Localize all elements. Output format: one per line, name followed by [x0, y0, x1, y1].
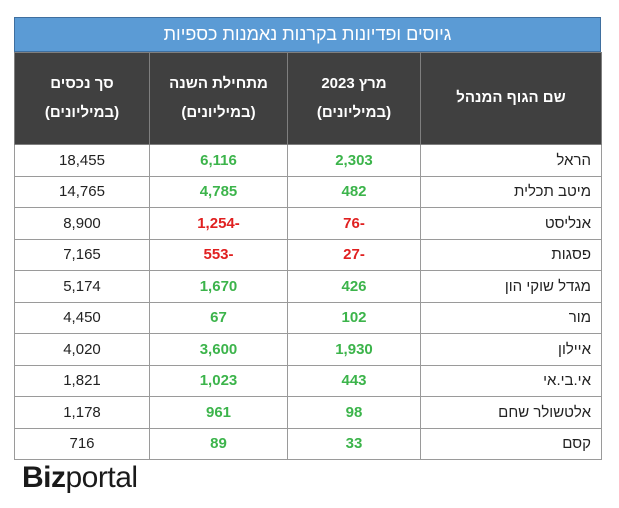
- header-march-label: מרץ 2023: [321, 75, 387, 92]
- table-title: גיוסים ופדיונות בקרנות נאמנות כספיות: [14, 17, 601, 52]
- cell-ytd-value: 4,785: [149, 175, 288, 208]
- cell-assets-value: 716: [14, 427, 150, 460]
- table-row: מיטב תכלית 482 4,785 14,765: [14, 175, 602, 208]
- cell-manager-name: מור: [420, 301, 602, 334]
- cell-march-value: 2,303: [287, 144, 421, 177]
- cell-march-value: 443: [287, 364, 421, 397]
- cell-march-value: 33: [287, 427, 421, 460]
- header-march: מרץ 2023 (במיליונים): [287, 52, 421, 145]
- chart-container: גיוסים ופדיונות בקרנות נאמנות כספיות שם …: [14, 17, 602, 460]
- cell-march-value: -27: [287, 238, 421, 271]
- cell-march-value: 102: [287, 301, 421, 334]
- table-row: איילון 1,930 3,600 4,020: [14, 333, 602, 366]
- header-ytd-unit: (במיליונים): [181, 103, 256, 121]
- table-row: מגדל שוקי הון 426 1,670 5,174: [14, 270, 602, 303]
- header-ytd: מתחילת השנה (במיליונים): [149, 52, 288, 145]
- logo-bold: Biz: [22, 461, 66, 494]
- header-assets-label: סך נכסים: [50, 75, 114, 92]
- cell-march-value: 98: [287, 396, 421, 429]
- cell-manager-name: איילון: [420, 333, 602, 366]
- cell-assets-value: 1,178: [14, 396, 150, 429]
- cell-assets-value: 14,765: [14, 175, 150, 208]
- cell-manager-name: פסגות: [420, 238, 602, 271]
- table-row: הראל 2,303 6,116 18,455: [14, 144, 602, 177]
- cell-manager-name: אנליסט: [420, 207, 602, 240]
- table-row: אלטשולר שחם 98 961 1,178: [14, 396, 602, 429]
- cell-manager-name: קסם: [420, 427, 602, 460]
- table-row: קסם 33 89 716: [14, 427, 602, 460]
- cell-ytd-value: 961: [149, 396, 288, 429]
- cell-ytd-value: 3,600: [149, 333, 288, 366]
- cell-manager-name: אלטשולר שחם: [420, 396, 602, 429]
- header-manager-label: שם הגוף המנהל: [456, 89, 566, 107]
- header-assets-unit: (במיליונים): [44, 103, 120, 121]
- cell-assets-value: 18,455: [14, 144, 150, 177]
- logo-regular: portal: [65, 461, 139, 494]
- cell-march-value: 426: [287, 270, 421, 303]
- cell-assets-value: 1,821: [14, 364, 150, 397]
- cell-march-value: -76: [287, 207, 421, 240]
- cell-ytd-value: -553: [149, 238, 288, 271]
- cell-ytd-value: 89: [149, 427, 288, 460]
- cell-ytd-value: 1,023: [149, 364, 288, 397]
- bizportal-logo: Bizportal: [22, 461, 138, 495]
- cell-assets-value: 7,165: [14, 238, 150, 271]
- cell-march-value: 1,930: [287, 333, 421, 366]
- table-row: פסגות -27 -553 7,165: [14, 238, 602, 271]
- cell-manager-name: הראל: [420, 144, 602, 177]
- funds-table: שם הגוף המנהל מרץ 2023 (במיליונים) מתחיל…: [14, 52, 602, 460]
- table-row: אי.בי.אי 443 1,023 1,821: [14, 364, 602, 397]
- cell-assets-value: 4,450: [14, 301, 150, 334]
- table-row: מור 102 67 4,450: [14, 301, 602, 334]
- cell-assets-value: 4,020: [14, 333, 150, 366]
- cell-manager-name: מיטב תכלית: [420, 175, 602, 208]
- cell-ytd-value: -1,254: [149, 207, 288, 240]
- cell-assets-value: 8,900: [14, 207, 150, 240]
- header-manager: שם הגוף המנהל: [420, 52, 602, 145]
- header-assets: סך נכסים (במיליונים): [14, 52, 150, 145]
- table-body: הראל 2,303 6,116 18,455 מיטב תכלית 482 4,785 14…: [14, 144, 602, 460]
- cell-ytd-value: 6,116: [149, 144, 288, 177]
- cell-ytd-value: 1,670: [149, 270, 288, 303]
- cell-manager-name: מגדל שוקי הון: [420, 270, 602, 303]
- cell-assets-value: 5,174: [14, 270, 150, 303]
- header-ytd-label: מתחילת השנה: [169, 75, 268, 92]
- cell-march-value: 482: [287, 175, 421, 208]
- header-row: שם הגוף המנהל מרץ 2023 (במיליונים) מתחיל…: [14, 52, 602, 145]
- table-row: אנליסט -76 -1,254 8,900: [14, 207, 602, 240]
- cell-ytd-value: 67: [149, 301, 288, 334]
- header-march-unit: (במיליונים): [316, 103, 392, 121]
- cell-manager-name: אי.בי.אי: [420, 364, 602, 397]
